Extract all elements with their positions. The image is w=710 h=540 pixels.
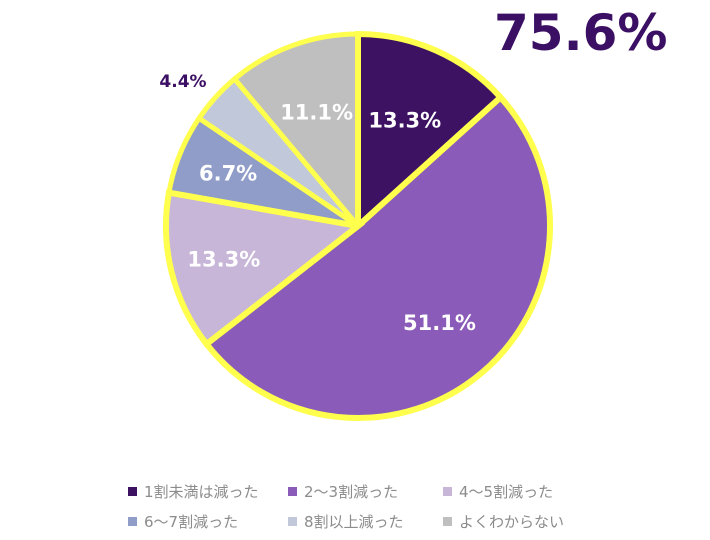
legend-label: 8割以上減った [304,512,404,531]
pie-slice [163,189,366,349]
legend-label: よくわからない [459,512,565,531]
pie-slice [202,93,553,421]
legend: 1割未満は減った 2～3割減った 4～5割減った 6～7割減った 8割以上減った… [128,476,608,536]
slice-labels: 13.3% 51.1% 13.3% 6.7% 4.4% 11.1% [159,72,475,335]
legend-item: 1割未満は減った [128,481,288,502]
legend-label: 2～3割減った [304,482,399,501]
legend-swatch [443,486,452,496]
slice-label: 51.1% [403,311,476,335]
headline-total: 75.6% [494,4,668,62]
legend-swatch [128,516,137,526]
legend-item: よくわからない [443,511,603,532]
legend-row-2: 6～7割減った 8割以上減った よくわからない [128,506,608,536]
pie-slice [355,30,505,233]
legend-swatch [128,486,137,496]
legend-item: 6～7割減った [128,511,288,532]
slice-label: 13.3% [187,247,260,271]
slice-label: 13.3% [368,109,441,133]
legend-swatch [288,516,297,526]
legend-swatch [288,486,297,496]
slice-label: 4.4% [159,72,206,92]
legend-item: 4～5割減った [443,481,603,502]
slice-label: 6.7% [199,161,257,185]
legend-row-1: 1割未満は減った 2～3割減った 4～5割減った [128,476,608,506]
slice-label: 11.1% [280,100,353,124]
legend-item: 8割以上減った [288,511,443,532]
legend-label: 4～5割減った [459,482,554,501]
legend-label: 1割未満は減った [144,482,259,501]
pie-slice [231,31,361,233]
legend-swatch [443,516,452,526]
pie-slices [163,30,553,421]
legend-label: 6～7割減った [144,512,239,531]
legend-item: 2～3割減った [288,481,443,502]
